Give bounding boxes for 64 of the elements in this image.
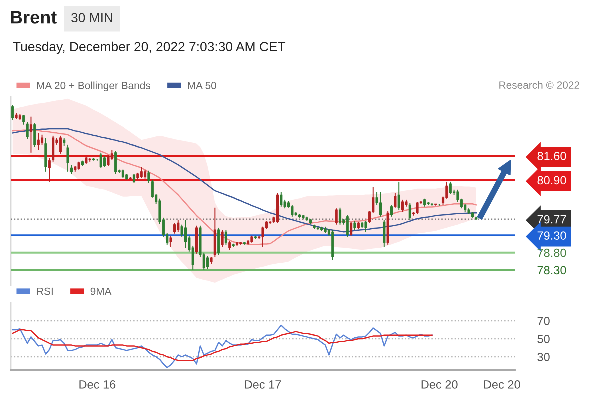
- candlestick: [140, 166, 143, 179]
- candlestick: [44, 138, 48, 172]
- line-series: [12, 329, 433, 362]
- candlestick: [184, 220, 188, 249]
- candlestick: [107, 154, 110, 167]
- candlestick: [291, 204, 294, 218]
- legend-label: RSI: [37, 288, 53, 296]
- legend-label: MA 20 + Bollinger Bands: [37, 82, 151, 92]
- candlestick: [37, 132, 40, 151]
- candlestick: [338, 207, 342, 226]
- chart-subtitle: Tuesday, December 20, 2022 7:03:30 AM CET: [13, 42, 286, 54]
- candlestick: [206, 256, 210, 270]
- x-tick-label: Dec 17: [245, 380, 282, 389]
- candlestick: [34, 122, 36, 148]
- candlestick: [398, 181, 400, 210]
- candlestick: [12, 104, 14, 121]
- candlestick: [364, 220, 368, 233]
- candlestick: [379, 192, 382, 218]
- candlestick: [100, 152, 102, 169]
- candlestick: [383, 220, 386, 248]
- candlestick: [280, 192, 283, 208]
- x-tick-label: Dec 20: [422, 380, 458, 389]
- candlestick: [218, 227, 220, 256]
- candlestick: [52, 135, 55, 162]
- candlestick: [390, 204, 394, 218]
- y-tick-label: 79.77: [538, 215, 566, 224]
- y-tick-label: 30: [538, 353, 550, 362]
- candlestick: [104, 156, 106, 168]
- candlestick: [449, 181, 452, 195]
- candlestick: [350, 222, 353, 236]
- y-tick-label: 80.90: [538, 176, 566, 185]
- x-tick-label: Dec 20: [484, 380, 520, 389]
- candlestick: [48, 158, 51, 182]
- candlestick: [394, 192, 397, 208]
- chart-title: Brent: [11, 11, 57, 24]
- y-tick-label: 78.30: [538, 266, 566, 275]
- y-tick-label: 78.80: [538, 248, 566, 258]
- y-tick-label: 81.60: [538, 152, 566, 160]
- candlestick: [416, 202, 419, 215]
- candlestick: [224, 230, 228, 246]
- candlestick: [446, 181, 448, 200]
- candlestick: [408, 202, 412, 220]
- y-tick-label: 79.30: [538, 232, 566, 240]
- candlestick: [221, 230, 224, 248]
- candlestick: [30, 116, 33, 154]
- candlestick: [59, 135, 62, 154]
- candlestick: [335, 208, 338, 226]
- candlestick: [402, 199, 404, 213]
- candlestick: [173, 222, 176, 234]
- legend-label: 9MA: [90, 288, 112, 296]
- text: Research © 2022: [500, 81, 580, 89]
- candlestick: [195, 225, 198, 254]
- candlestick: [114, 150, 118, 174]
- candlestick: [346, 214, 349, 238]
- y-tick-label: 50: [538, 335, 550, 344]
- line-series: [12, 324, 433, 368]
- text: 30 MIN: [72, 13, 112, 23]
- candlestick: [170, 235, 172, 248]
- y-tick-label: 70: [538, 317, 550, 326]
- candlestick: [66, 144, 70, 172]
- candlestick: [177, 220, 180, 233]
- legend-label: MA 50: [188, 82, 216, 90]
- candlestick: [40, 134, 44, 146]
- x-tick-label: Dec 16: [80, 380, 116, 389]
